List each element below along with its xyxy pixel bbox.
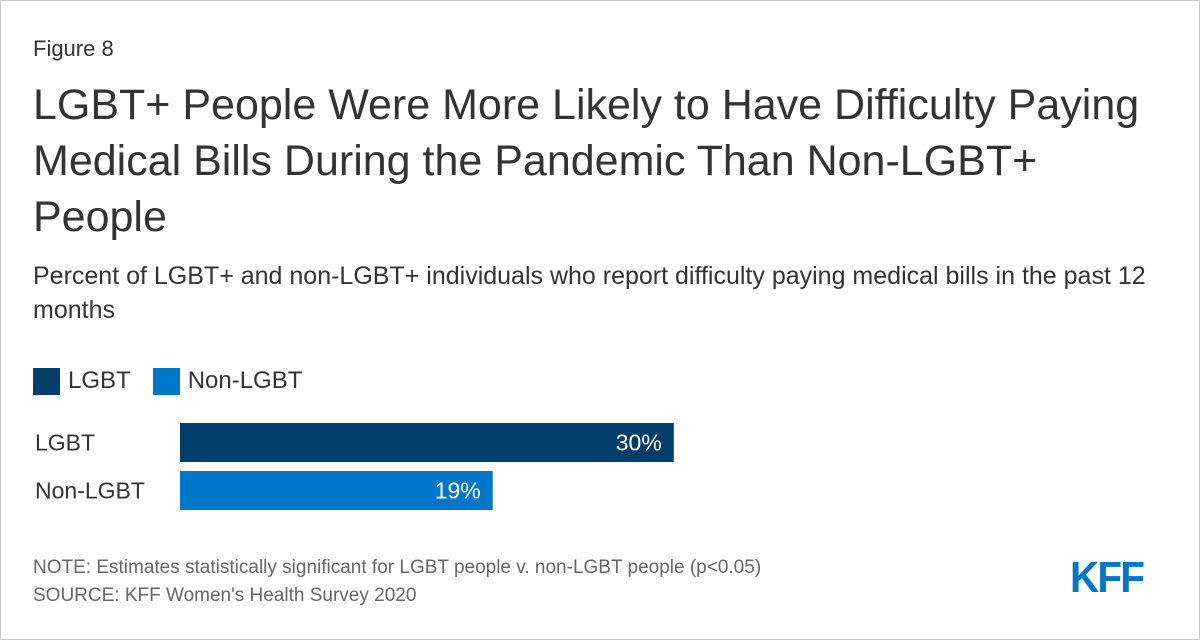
legend-item-non-lgbt: Non-LGBT bbox=[152, 367, 303, 395]
chart-title: LGBT+ People Were More Likely to Have Di… bbox=[33, 81, 1140, 241]
category-label-lgbt: LGBT bbox=[35, 430, 95, 456]
legend: LGBT Non-LGBT bbox=[33, 367, 324, 395]
bar-chart: LGBT 30% Non-LGBT 19% bbox=[35, 423, 674, 510]
kff-logo: KFF bbox=[1070, 553, 1145, 602]
figure-label: Figure 8 bbox=[33, 36, 114, 61]
note-text: NOTE: Estimates statistically significan… bbox=[33, 557, 762, 578]
bar-non-lgbt bbox=[180, 471, 493, 510]
source-text: SOURCE: KFF Women's Health Survey 2020 bbox=[33, 585, 417, 606]
bar-lgbt bbox=[180, 423, 674, 462]
legend-swatch-lgbt bbox=[33, 367, 60, 395]
data-label-lgbt: 30% bbox=[616, 430, 662, 456]
category-label-non-lgbt: Non-LGBT bbox=[35, 478, 145, 504]
legend-swatch-non-lgbt bbox=[152, 367, 180, 395]
legend-item-lgbt: LGBT bbox=[33, 367, 131, 395]
legend-label-lgbt: LGBT bbox=[68, 367, 131, 394]
chart-subtitle: Percent of LGBT+ and non-LGBT+ individua… bbox=[33, 262, 1146, 324]
data-label-non-lgbt: 19% bbox=[435, 478, 481, 504]
chart-notes: NOTE: Estimates statistically significan… bbox=[33, 554, 761, 610]
legend-label-non-lgbt: Non-LGBT bbox=[187, 367, 303, 394]
